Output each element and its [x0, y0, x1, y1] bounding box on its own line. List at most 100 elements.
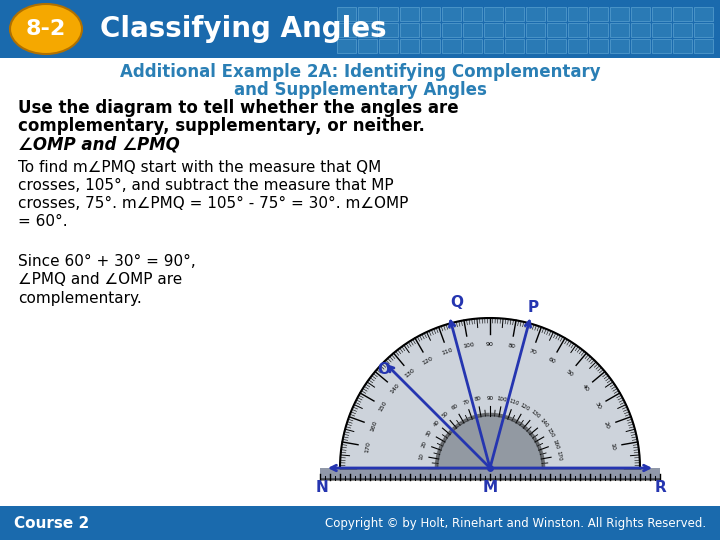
Text: 100: 100: [497, 396, 508, 402]
Text: 90: 90: [487, 395, 493, 401]
Text: ∠PMQ and ∠OMP are: ∠PMQ and ∠OMP are: [18, 273, 182, 287]
Text: 60: 60: [547, 356, 557, 365]
FancyBboxPatch shape: [526, 23, 545, 37]
Text: To find m∠PMQ start with the measure that QM: To find m∠PMQ start with the measure tha…: [18, 160, 382, 176]
FancyBboxPatch shape: [568, 39, 587, 53]
Text: 150: 150: [377, 400, 387, 412]
Text: 10: 10: [609, 442, 616, 451]
FancyBboxPatch shape: [0, 0, 720, 58]
Text: 40: 40: [580, 384, 590, 393]
Text: 10: 10: [418, 452, 424, 460]
FancyBboxPatch shape: [589, 7, 608, 21]
FancyBboxPatch shape: [379, 39, 398, 53]
FancyBboxPatch shape: [337, 7, 356, 21]
FancyBboxPatch shape: [400, 7, 419, 21]
Text: 130: 130: [404, 367, 416, 379]
Text: 110: 110: [441, 347, 454, 356]
Text: Additional Example 2A: Identifying Complementary: Additional Example 2A: Identifying Compl…: [120, 63, 600, 81]
FancyBboxPatch shape: [652, 23, 671, 37]
FancyBboxPatch shape: [673, 7, 692, 21]
Text: 80: 80: [474, 396, 482, 402]
Text: Q: Q: [451, 295, 464, 310]
FancyBboxPatch shape: [547, 23, 566, 37]
Text: 50: 50: [441, 410, 449, 418]
Text: = 60°.: = 60°.: [18, 214, 68, 230]
Text: Since 60° + 30° = 90°,: Since 60° + 30° = 90°,: [18, 254, 196, 269]
FancyBboxPatch shape: [547, 39, 566, 53]
Text: 140: 140: [539, 417, 549, 429]
FancyBboxPatch shape: [610, 7, 629, 21]
Text: 100: 100: [462, 342, 474, 349]
Ellipse shape: [10, 4, 82, 54]
Text: 110: 110: [508, 398, 520, 407]
Text: 50: 50: [565, 369, 575, 377]
Text: 30: 30: [426, 429, 433, 437]
FancyBboxPatch shape: [589, 23, 608, 37]
FancyBboxPatch shape: [379, 7, 398, 21]
Text: 8-2: 8-2: [26, 19, 66, 39]
Polygon shape: [340, 318, 640, 468]
Text: R: R: [654, 481, 666, 496]
Text: Classifying Angles: Classifying Angles: [100, 15, 387, 43]
FancyBboxPatch shape: [320, 468, 660, 480]
FancyBboxPatch shape: [652, 39, 671, 53]
FancyBboxPatch shape: [694, 7, 713, 21]
FancyBboxPatch shape: [421, 39, 440, 53]
FancyBboxPatch shape: [505, 23, 524, 37]
Text: 150: 150: [546, 427, 555, 439]
FancyBboxPatch shape: [631, 39, 650, 53]
FancyBboxPatch shape: [0, 506, 720, 540]
FancyBboxPatch shape: [442, 7, 461, 21]
Text: N: N: [315, 481, 328, 496]
Text: crosses, 75°. m∠PMQ = 105° - 75° = 30°. m∠OMP: crosses, 75°. m∠PMQ = 105° - 75° = 30°. …: [18, 197, 408, 212]
FancyBboxPatch shape: [610, 39, 629, 53]
Polygon shape: [438, 416, 542, 468]
FancyBboxPatch shape: [526, 39, 545, 53]
FancyBboxPatch shape: [358, 39, 377, 53]
FancyBboxPatch shape: [694, 39, 713, 53]
FancyBboxPatch shape: [337, 39, 356, 53]
FancyBboxPatch shape: [547, 7, 566, 21]
Text: P: P: [528, 300, 539, 315]
FancyBboxPatch shape: [442, 39, 461, 53]
Text: and Supplementary Angles: and Supplementary Angles: [233, 81, 487, 99]
Text: 90: 90: [486, 341, 494, 347]
Text: 40: 40: [432, 418, 441, 427]
FancyBboxPatch shape: [400, 39, 419, 53]
Text: 170: 170: [556, 450, 562, 462]
FancyBboxPatch shape: [358, 7, 377, 21]
FancyBboxPatch shape: [694, 23, 713, 37]
FancyBboxPatch shape: [421, 23, 440, 37]
FancyBboxPatch shape: [484, 39, 503, 53]
Text: 160: 160: [552, 438, 560, 450]
Text: O: O: [377, 362, 390, 377]
Text: 170: 170: [364, 440, 372, 453]
Text: 160: 160: [369, 419, 378, 432]
Text: 70: 70: [528, 348, 537, 355]
FancyBboxPatch shape: [631, 23, 650, 37]
FancyBboxPatch shape: [442, 23, 461, 37]
FancyBboxPatch shape: [484, 7, 503, 21]
Text: complementary.: complementary.: [18, 291, 142, 306]
FancyBboxPatch shape: [505, 39, 524, 53]
FancyBboxPatch shape: [379, 23, 398, 37]
FancyBboxPatch shape: [505, 7, 524, 21]
Text: 120: 120: [519, 403, 531, 412]
Text: M: M: [482, 481, 498, 496]
FancyBboxPatch shape: [421, 7, 440, 21]
FancyBboxPatch shape: [673, 39, 692, 53]
Text: 80: 80: [508, 343, 516, 349]
Text: 70: 70: [462, 399, 470, 406]
FancyBboxPatch shape: [568, 23, 587, 37]
Text: complementary, supplementary, or neither.: complementary, supplementary, or neither…: [18, 117, 425, 135]
FancyBboxPatch shape: [400, 23, 419, 37]
Text: Use the diagram to tell whether the angles are: Use the diagram to tell whether the angl…: [18, 99, 459, 117]
FancyBboxPatch shape: [463, 7, 482, 21]
Text: crosses, 105°, and subtract the measure that MP: crosses, 105°, and subtract the measure …: [18, 179, 394, 193]
Text: Copyright © by Holt, Rinehart and Winston. All Rights Reserved.: Copyright © by Holt, Rinehart and Winsto…: [325, 516, 706, 530]
FancyBboxPatch shape: [631, 7, 650, 21]
Text: 20: 20: [420, 440, 428, 448]
Text: 140: 140: [390, 382, 401, 394]
Text: 120: 120: [422, 355, 434, 366]
Text: 130: 130: [529, 409, 541, 420]
